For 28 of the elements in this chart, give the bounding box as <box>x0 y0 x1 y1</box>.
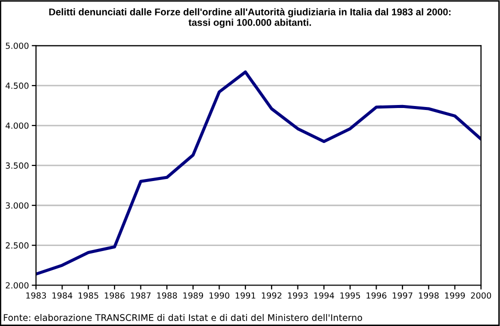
x-tick-label: 1991 <box>236 292 256 299</box>
source-note: Fonte: elaborazione TRANSCRIME di dati Istat e di dati del Ministero dell'Interno <box>4 314 362 321</box>
x-tick-label: 2000 <box>471 292 492 299</box>
x-tick-label: 1999 <box>445 292 465 299</box>
x-tick-label: 1992 <box>262 292 282 299</box>
line-series <box>36 70 481 276</box>
x-tick-label: 1986 <box>104 292 125 299</box>
x-tick-label: 1994 <box>314 292 334 299</box>
y-tick-label: 5.000 <box>6 42 28 49</box>
x-tick-label: 1990 <box>210 292 230 299</box>
y-tick-label: 3.000 <box>6 202 28 209</box>
x-tick-label: 1983 <box>26 292 46 299</box>
x-tick-label: 1988 <box>157 292 177 299</box>
y-tick-label: 4.500 <box>6 82 28 89</box>
x-tick-label: 1984 <box>52 292 72 299</box>
x-tick-label: 1995 <box>340 292 360 299</box>
x-tick-label: 1993 <box>288 292 308 299</box>
x-tick-label: 1998 <box>418 292 439 299</box>
y-tick-label: 2.000 <box>6 282 28 289</box>
y-tick-label: 3.500 <box>6 162 28 169</box>
y-tick-label: 4.000 <box>6 122 28 129</box>
x-tick-label: 1989 <box>183 292 204 299</box>
chart-title: Delitti denunciati dalle Forze dell'ordine all'Autorità giudiziaria in Italia dal 1983 al 2000: tassi ogni 100.000 abitanti. <box>49 8 450 28</box>
y-tick-label: 2.500 <box>6 242 28 249</box>
x-tick-label: 1987 <box>131 292 151 299</box>
x-tick-label: 1997 <box>392 292 412 299</box>
x-tick-label: 1985 <box>78 292 98 299</box>
x-tick-label: 1996 <box>366 292 386 299</box>
